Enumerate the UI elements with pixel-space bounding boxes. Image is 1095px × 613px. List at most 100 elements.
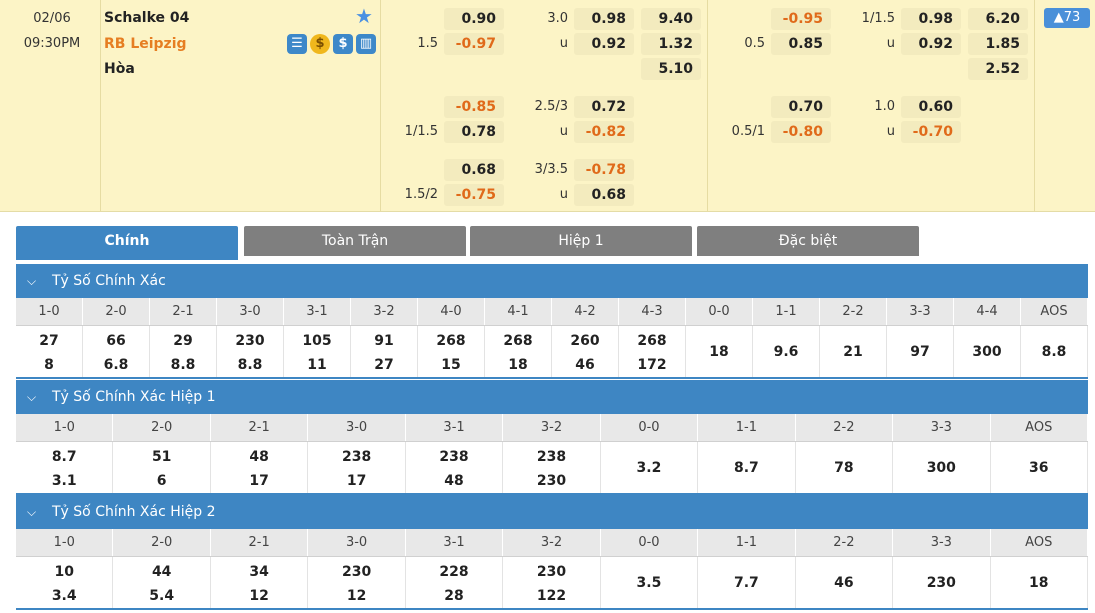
away-team[interactable]: RB Leipzig [104, 36, 187, 52]
stats-icon[interactable]: ▥ [356, 34, 376, 54]
tab-hiep-1[interactable]: Hiệp 1 [470, 226, 692, 256]
odds-value-away[interactable]: 8.8 [237, 357, 263, 373]
odds-value-home[interactable]: 238 [439, 449, 469, 465]
odds-value-away[interactable]: 8.8 [170, 357, 196, 373]
odds-value-away[interactable]: 6 [156, 473, 167, 489]
odds-value-home[interactable]: 8.7 [733, 460, 759, 476]
odds-value-home[interactable]: 51 [151, 449, 172, 465]
odds-value-home[interactable]: 238 [341, 449, 372, 465]
odds-value-home[interactable]: 260 [570, 333, 600, 349]
h1-ah-away-2[interactable]: -0.80 [771, 121, 831, 143]
h1-ou-over-2[interactable]: 0.60 [901, 96, 961, 118]
odds-value-away[interactable]: 46 [575, 357, 595, 373]
odds-value-home[interactable]: 105 [302, 333, 332, 349]
odds-value-away[interactable]: 12 [249, 588, 269, 604]
odds-value-home[interactable]: 21 [843, 344, 863, 360]
odds-value-home[interactable]: 9.6 [773, 344, 799, 360]
odds-value-home[interactable]: 97 [910, 344, 930, 360]
odds-value-home[interactable]: 78 [834, 460, 854, 476]
ft-1x2-away[interactable]: 1.32 [641, 33, 701, 55]
ft-ah-away-2[interactable]: 0.78 [444, 121, 504, 143]
odds-value-away[interactable]: 17 [346, 473, 367, 489]
odds-value-home[interactable]: 230 [536, 564, 567, 580]
tab-toan-tran[interactable]: Toàn Trận [244, 226, 466, 256]
odds-value-home[interactable]: 36 [1029, 460, 1049, 476]
section-header[interactable]: ⌵ Tỷ Số Chính Xác Hiệp 2 [16, 495, 1088, 529]
h1-1x2-home[interactable]: 6.20 [968, 8, 1028, 30]
ft-ou-over-2[interactable]: 0.72 [574, 96, 634, 118]
odds-value-away[interactable]: 5.4 [149, 588, 175, 604]
tab-chinh[interactable]: Chính [16, 226, 238, 260]
ft-ou-under-1[interactable]: 0.92 [574, 33, 634, 55]
odds-value-home[interactable]: 44 [151, 564, 172, 580]
odds-value-home[interactable]: 228 [439, 564, 469, 580]
odds-value-away[interactable]: 27 [374, 357, 394, 373]
section-header[interactable]: ⌵ Tỷ Số Chính Xác [16, 264, 1088, 298]
odds-value-home[interactable]: 18 [709, 344, 729, 360]
ft-ah-home-2[interactable]: -0.85 [444, 96, 504, 118]
odds-value-away[interactable]: 18 [508, 357, 528, 373]
odds-value-home[interactable]: 230 [235, 333, 265, 349]
odds-value-home[interactable]: 66 [106, 333, 126, 349]
odds-value-away[interactable]: 28 [444, 588, 464, 604]
odds-value-away[interactable]: 11 [307, 357, 327, 373]
odds-value-home[interactable]: 48 [249, 449, 269, 465]
odds-value-home[interactable]: 8.7 [51, 449, 77, 465]
odds-value-home[interactable]: 230 [341, 564, 372, 580]
odds-value-home[interactable]: 10 [54, 564, 74, 580]
ft-ou-under-3[interactable]: 0.68 [574, 184, 634, 206]
h1-ou-under-2[interactable]: -0.70 [901, 121, 961, 143]
dollar-icon[interactable]: $ [333, 34, 353, 54]
h1-ah-away-1[interactable]: 0.85 [771, 33, 831, 55]
h1-ou-under-1[interactable]: 0.92 [901, 33, 961, 55]
odds-value-home[interactable]: 268 [503, 333, 533, 349]
h1-ah-home-2[interactable]: 0.70 [771, 96, 831, 118]
ft-ou-over-3[interactable]: -0.78 [574, 159, 634, 181]
odds-value-away[interactable]: 15 [441, 357, 461, 373]
scoreboard-icon[interactable]: ☰ [287, 34, 307, 54]
odds-value-home[interactable]: 3.5 [636, 575, 662, 591]
odds-value-home[interactable]: 8.8 [1041, 344, 1067, 360]
odds-value-away[interactable]: 17 [249, 473, 269, 489]
ft-ah-home-1[interactable]: 0.90 [444, 8, 504, 30]
odds-value-away[interactable]: 6.8 [103, 357, 129, 373]
chevron-down-icon[interactable]: ⌵ [27, 390, 37, 404]
section-header[interactable]: ⌵ Tỷ Số Chính Xác Hiệp 1 [16, 380, 1088, 414]
coin-icon[interactable]: $ [310, 34, 330, 54]
odds-value-away[interactable]: 3.1 [51, 473, 77, 489]
odds-value-home[interactable]: 34 [249, 564, 269, 580]
odds-value-away[interactable]: 230 [536, 473, 567, 489]
h1-1x2-away[interactable]: 1.85 [968, 33, 1028, 55]
odds-value-home[interactable]: 238 [536, 449, 567, 465]
chevron-down-icon[interactable]: ⌵ [27, 274, 37, 288]
h1-ou-over-1[interactable]: 0.98 [901, 8, 961, 30]
ft-ou-under-2[interactable]: -0.82 [574, 121, 634, 143]
odds-value-away[interactable]: 8 [44, 357, 54, 373]
odds-value-home[interactable]: 18 [1029, 575, 1049, 591]
odds-value-home[interactable]: 46 [834, 575, 854, 591]
odds-value-home[interactable]: 300 [926, 460, 956, 476]
ft-ah-away-3[interactable]: -0.75 [444, 184, 504, 206]
home-team[interactable]: Schalke 04 [104, 10, 190, 26]
ft-ah-home-3[interactable]: 0.68 [444, 159, 504, 181]
odds-value-home[interactable]: 91 [374, 333, 394, 349]
h1-ah-home-1[interactable]: -0.95 [771, 8, 831, 30]
odds-value-home[interactable]: 29 [173, 333, 193, 349]
more-markets-badge[interactable]: ▲73 [1044, 8, 1090, 28]
ft-1x2-draw[interactable]: 5.10 [641, 58, 701, 80]
odds-value-home[interactable]: 3.2 [636, 460, 662, 476]
odds-value-away[interactable]: 48 [444, 473, 464, 489]
ft-ou-over-1[interactable]: 0.98 [574, 8, 634, 30]
tab-dac-biet[interactable]: Đặc biệt [697, 226, 919, 256]
odds-value-away[interactable]: 12 [346, 588, 367, 604]
odds-value-home[interactable]: 7.7 [733, 575, 759, 591]
odds-value-home[interactable]: 300 [972, 344, 1002, 360]
h1-1x2-draw[interactable]: 2.52 [968, 58, 1028, 80]
odds-value-away[interactable]: 122 [536, 588, 567, 604]
chevron-down-icon[interactable]: ⌵ [27, 505, 37, 519]
favorite-star-icon[interactable]: ★ [355, 4, 373, 28]
ft-1x2-home[interactable]: 9.40 [641, 8, 701, 30]
odds-value-home[interactable]: 268 [436, 333, 466, 349]
odds-value-home[interactable]: 268 [637, 333, 667, 349]
odds-value-home[interactable]: 27 [39, 333, 59, 349]
